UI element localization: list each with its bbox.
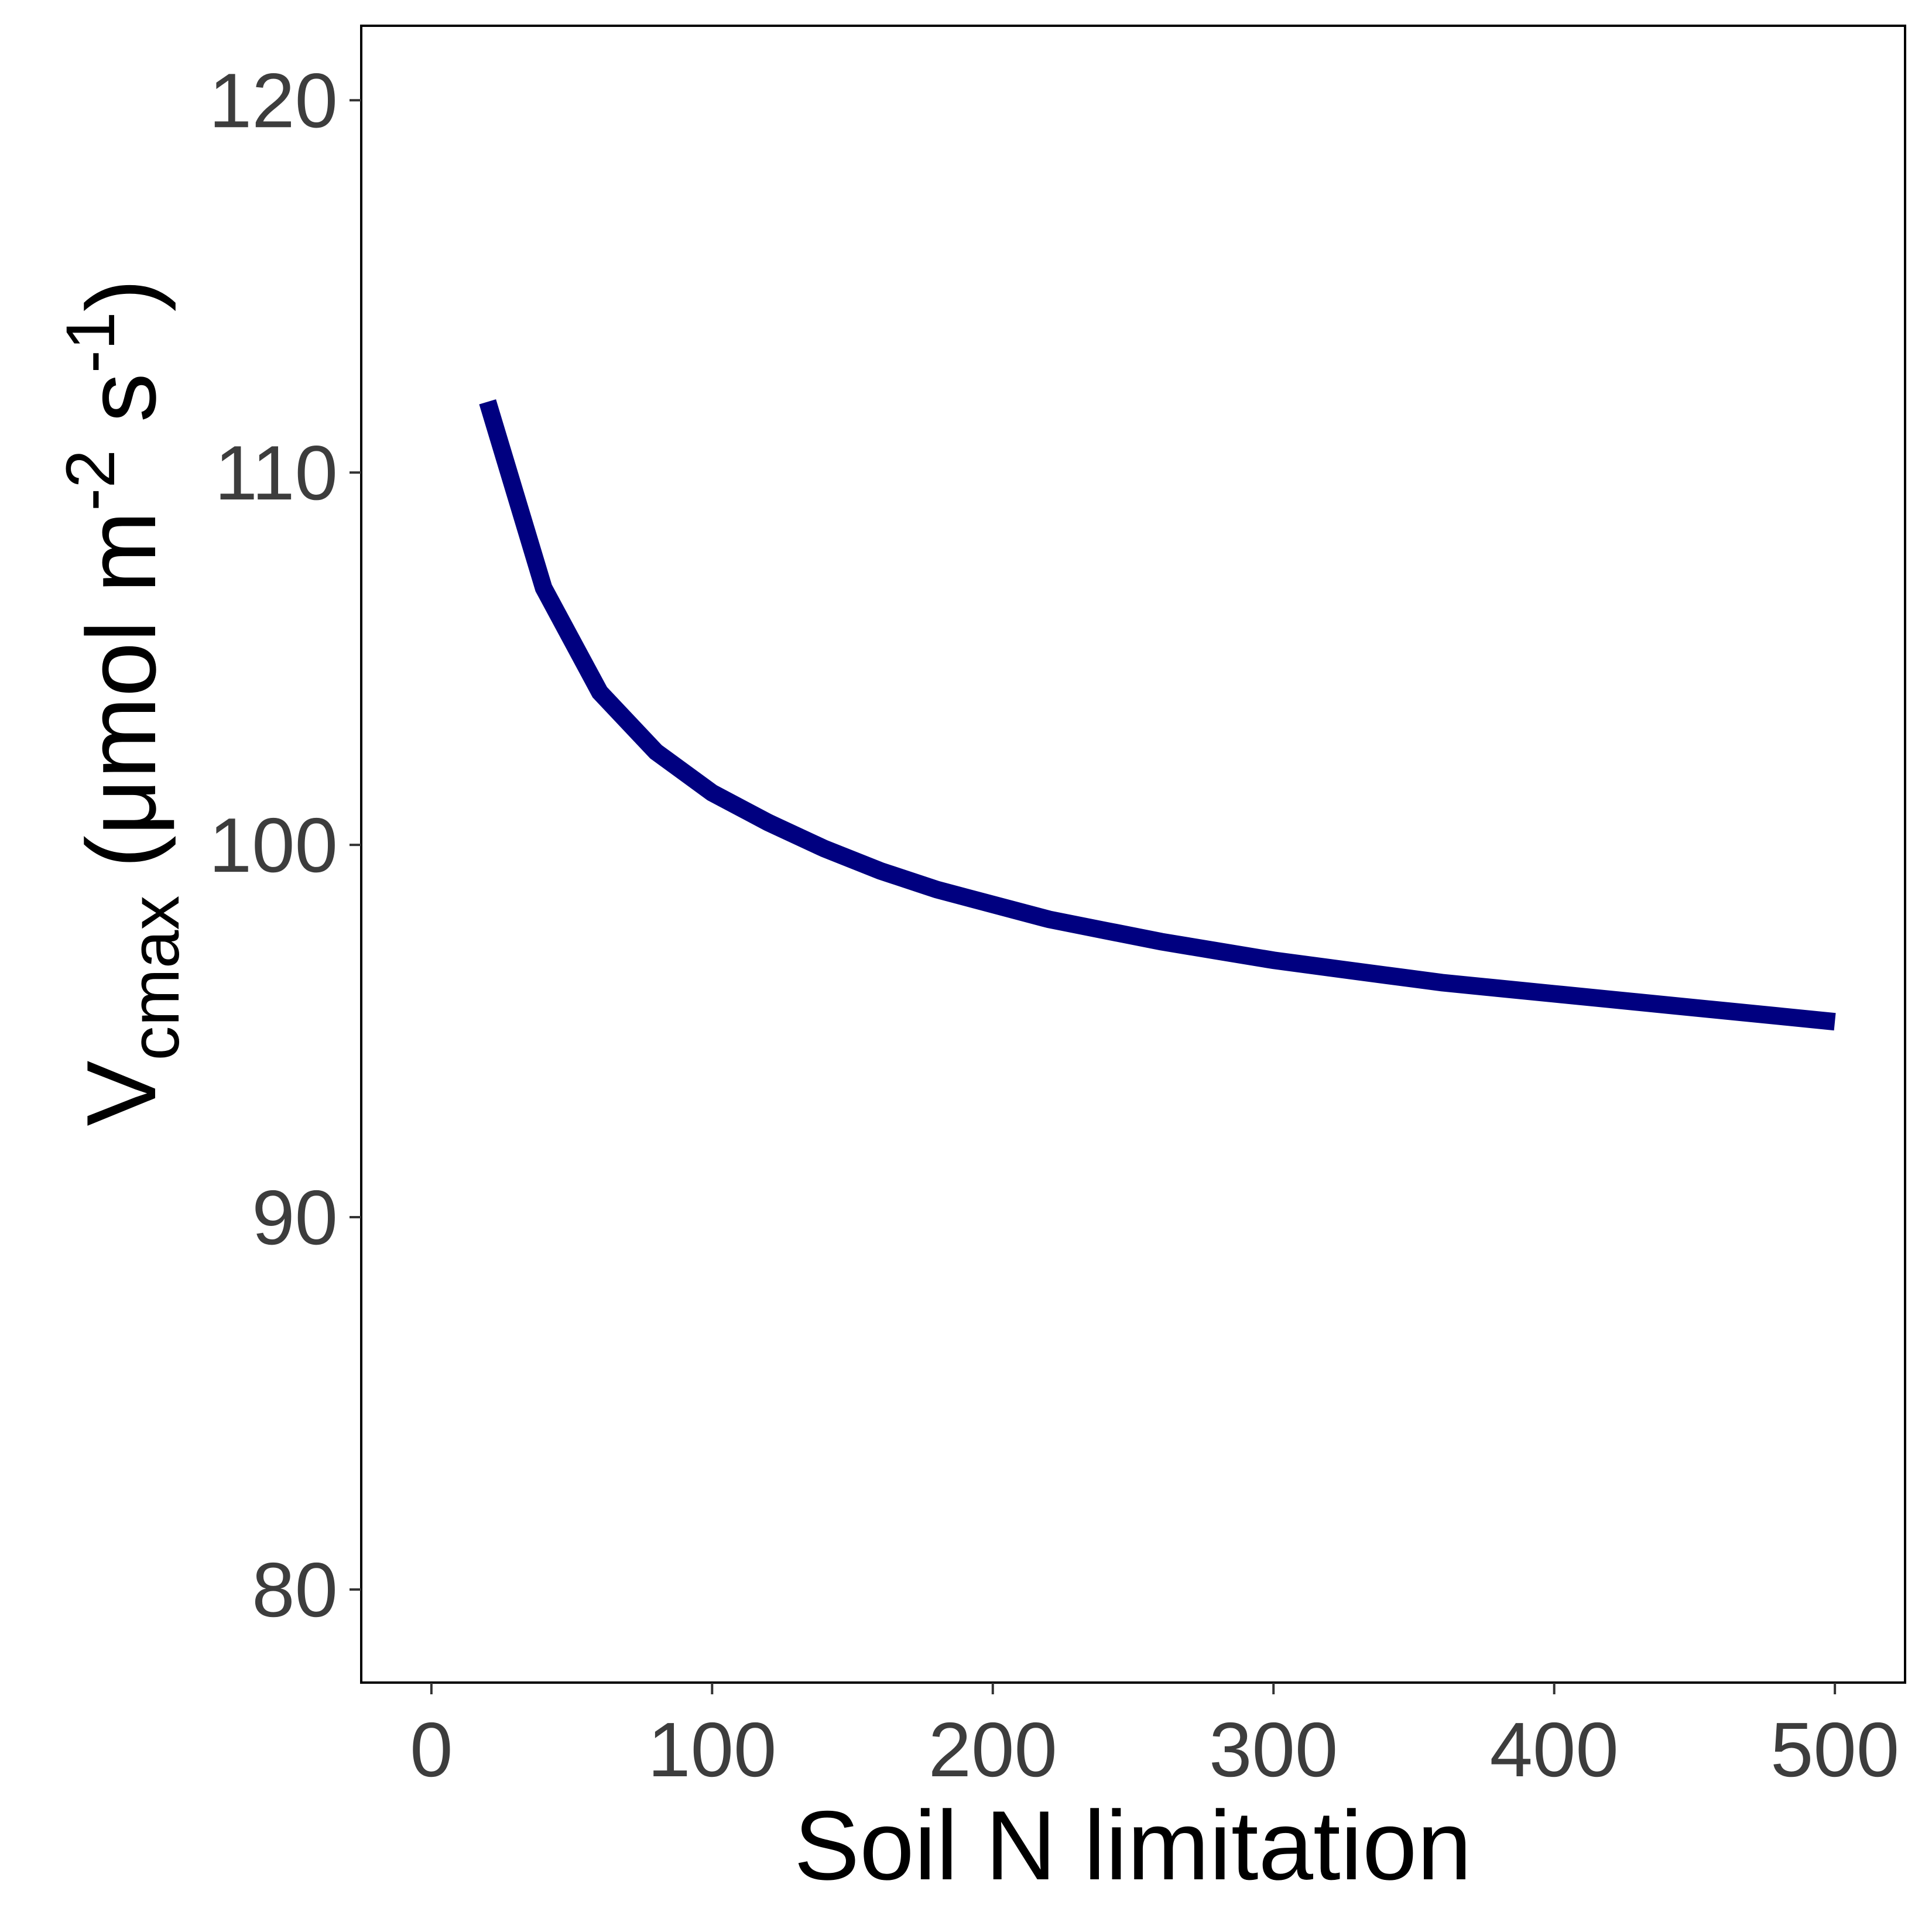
y-tick-label: 100 (209, 802, 338, 888)
series-line (479, 399, 1836, 1031)
x-tick-label: 500 (1770, 1707, 1899, 1793)
y-axis-ticks: 80 90 100 110 120 (209, 57, 361, 1633)
y-axis-title-superscript-1: -2 (52, 450, 129, 511)
x-tick-label: 400 (1490, 1707, 1619, 1793)
x-tick-label: 300 (1209, 1707, 1338, 1793)
y-axis-title-unit-close: ) (66, 279, 176, 311)
x-tick-label: 0 (410, 1707, 453, 1793)
y-axis-title-main: V (66, 1061, 176, 1126)
series-layer (479, 399, 1836, 1031)
plot-panel (360, 25, 1906, 1684)
x-axis-title: Soil N limitation (794, 1790, 1472, 1900)
y-tick-label: 120 (209, 57, 338, 143)
y-axis-title-unit-open: (μmol m (66, 511, 176, 896)
svg-text:Vcmax (μmol m-2 s-1): Vcmax (μmol m-2 s-1) (52, 279, 194, 1126)
x-tick-label: 100 (648, 1707, 776, 1793)
x-tick-label: 200 (929, 1707, 1057, 1793)
y-axis-title-unit-mid: s (66, 373, 176, 450)
y-tick-label: 110 (215, 430, 338, 516)
y-axis-title: Vcmax (μmol m-2 s-1) (52, 279, 194, 1126)
x-axis-ticks: 0 100 200 300 400 500 (410, 1683, 1899, 1793)
y-axis-title-superscript-2: -1 (52, 311, 129, 373)
y-tick-label: 80 (252, 1547, 338, 1633)
y-tick-label: 90 (252, 1174, 338, 1260)
y-axis-title-subscript: cmax (117, 896, 194, 1061)
